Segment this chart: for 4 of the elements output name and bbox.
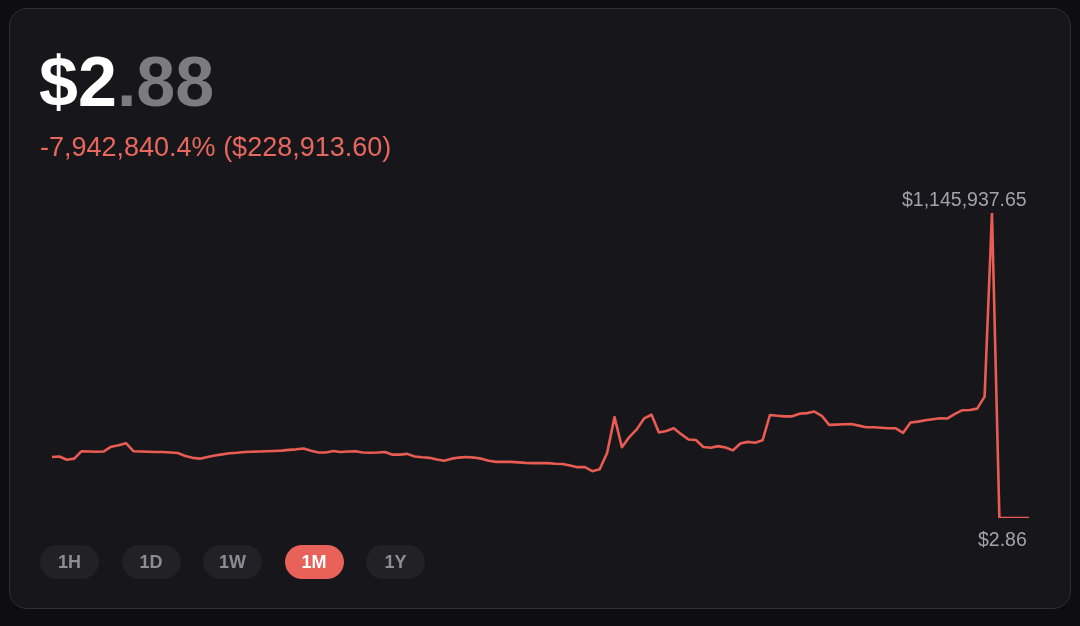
data-label: $2.86 xyxy=(978,528,1027,550)
chart-subtitle: -7,942,840.4% ($228,913.60) xyxy=(40,132,392,162)
chart-title: $2.88 xyxy=(39,43,215,121)
data-label: $1,145,937.65 xyxy=(902,188,1027,210)
